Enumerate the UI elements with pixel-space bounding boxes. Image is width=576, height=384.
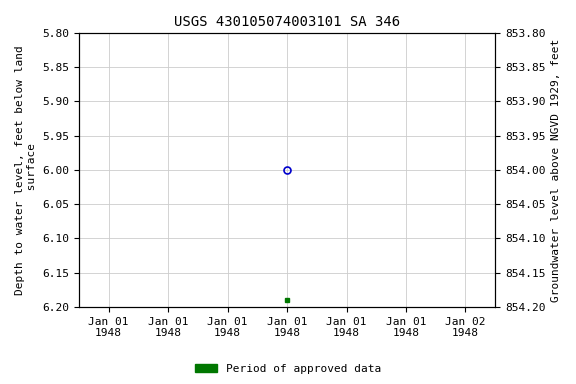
Legend: Period of approved data: Period of approved data <box>191 359 385 379</box>
Y-axis label: Groundwater level above NGVD 1929, feet: Groundwater level above NGVD 1929, feet <box>551 38 561 301</box>
Y-axis label: Depth to water level, feet below land
 surface: Depth to water level, feet below land su… <box>15 45 37 295</box>
Title: USGS 430105074003101 SA 346: USGS 430105074003101 SA 346 <box>174 15 400 29</box>
